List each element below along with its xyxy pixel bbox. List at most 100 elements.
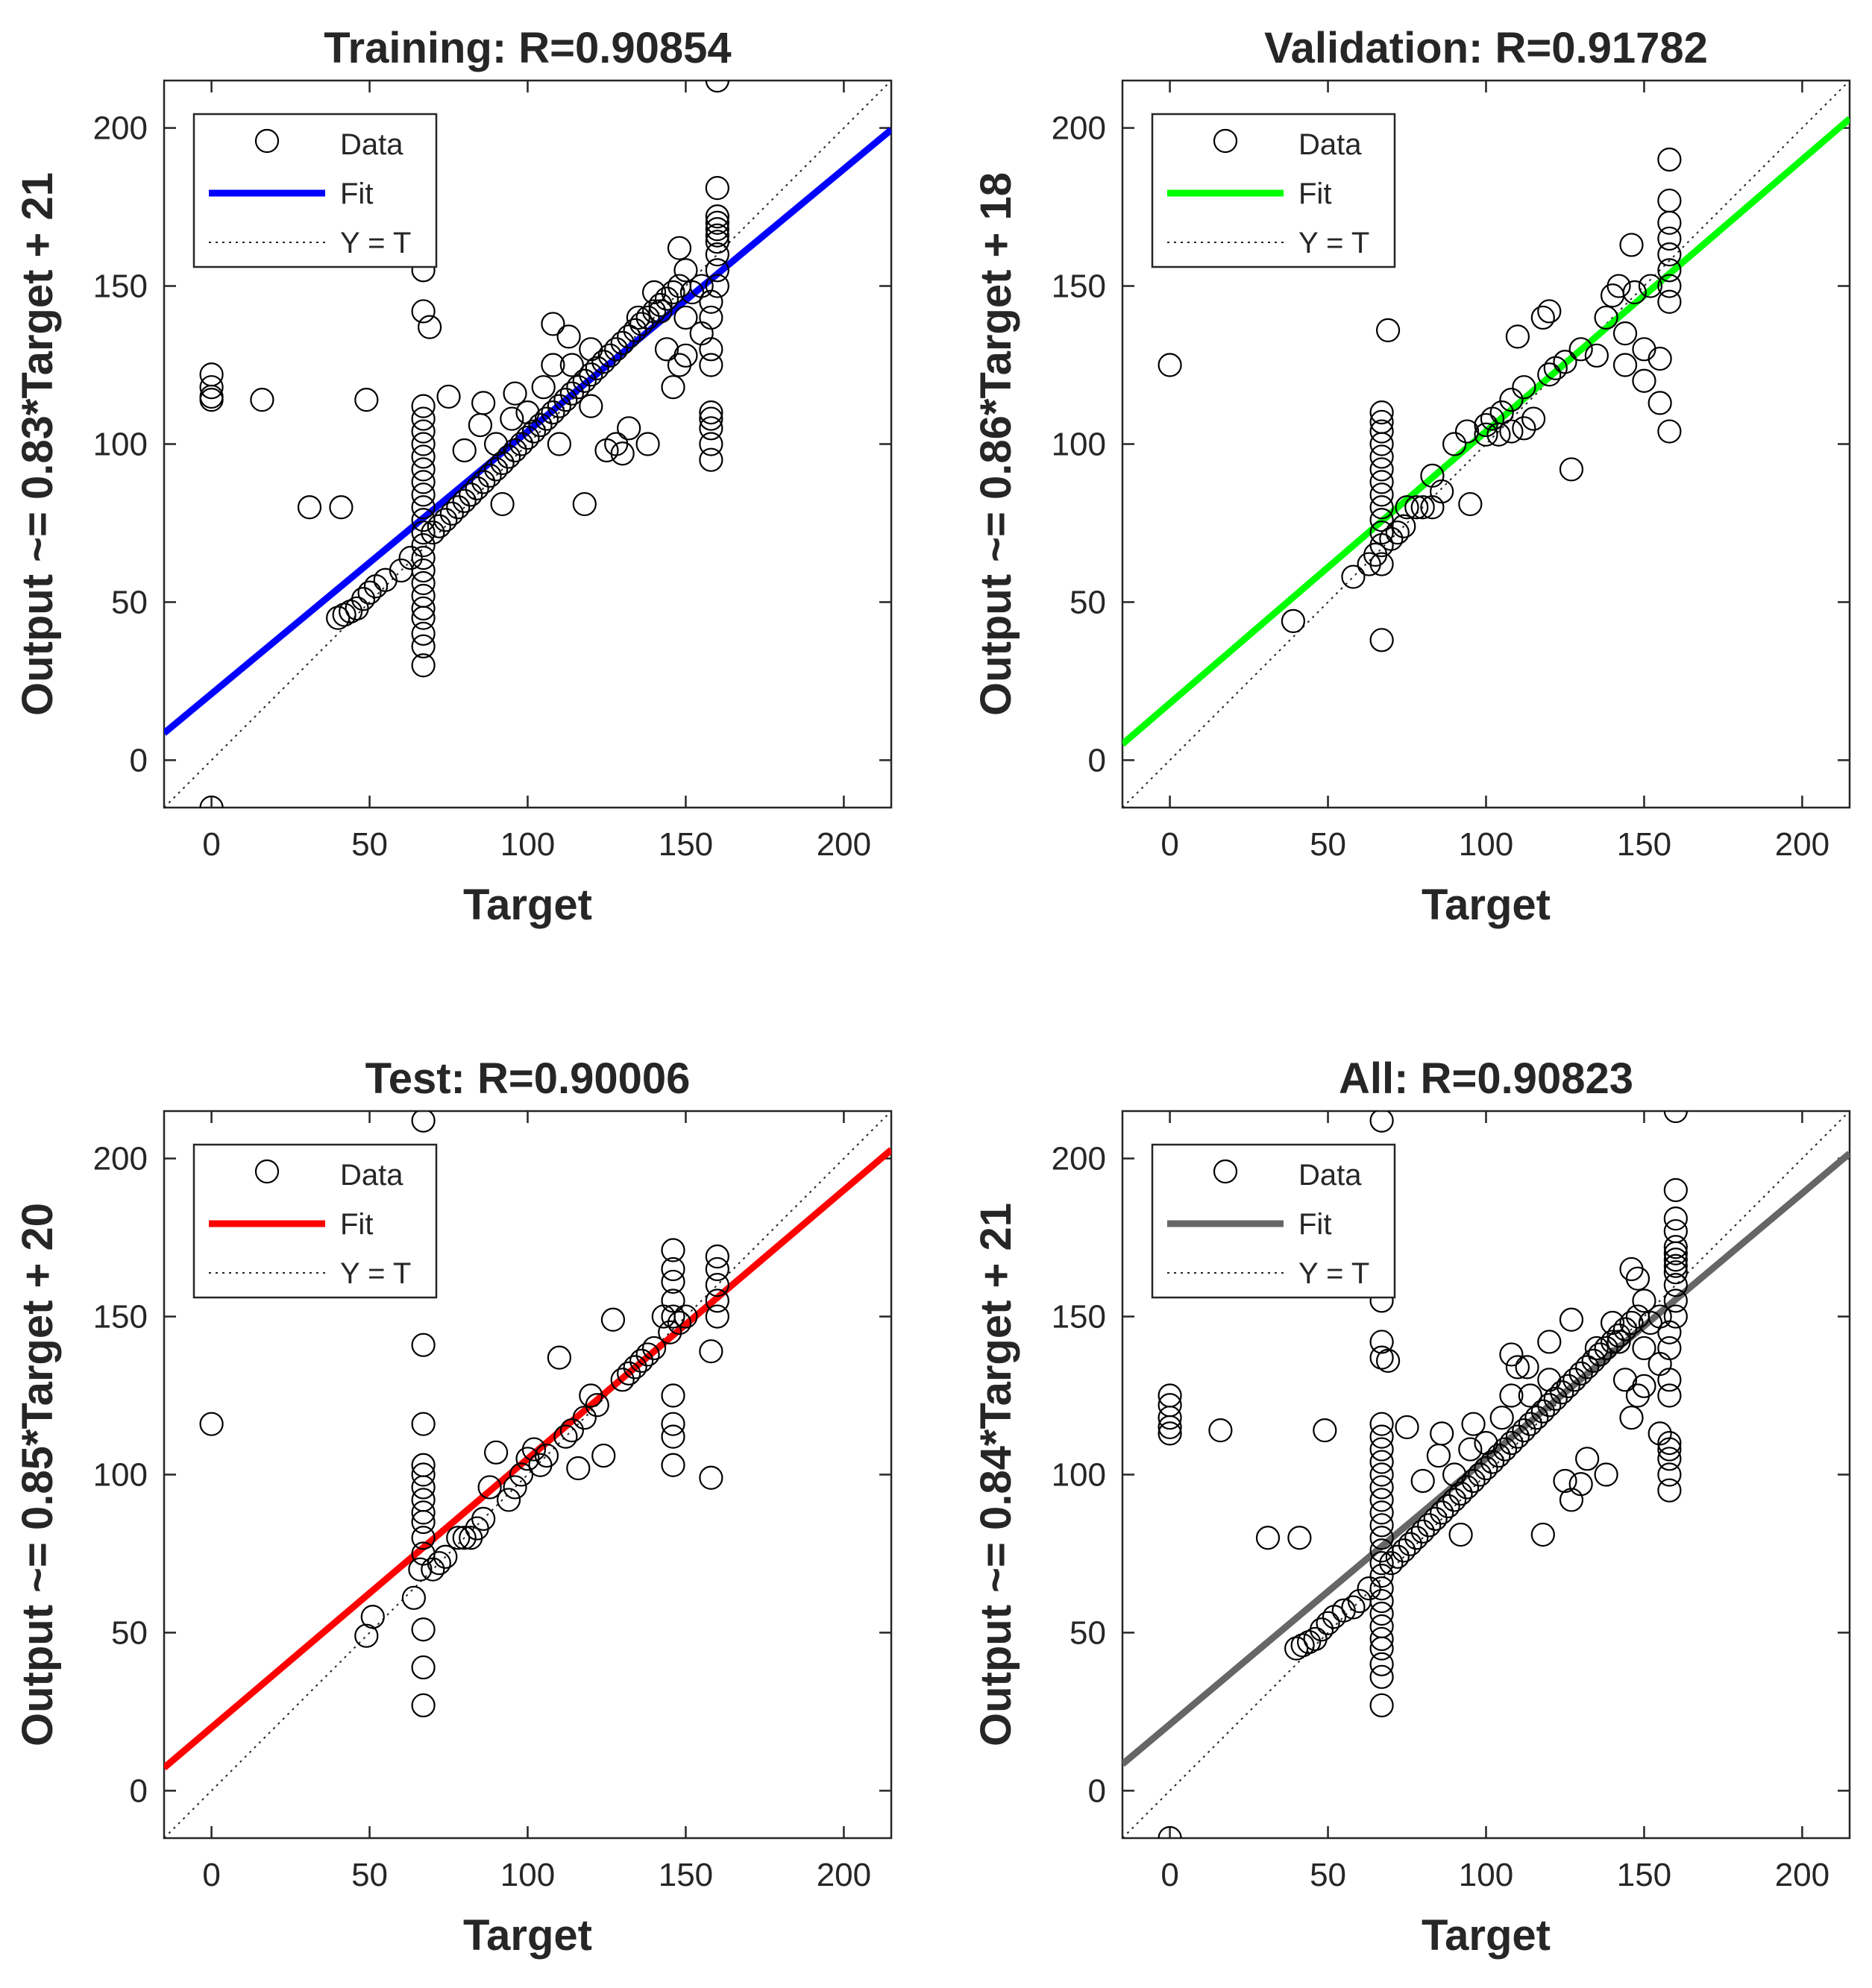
chart-panel-4: 0 50 100 150 200 0 50 100 150 200 Data Fit Y = T All:… xyxy=(972,1054,1851,1960)
y-axis-label: Output ~= 0.83*Target + 21 xyxy=(13,172,62,716)
data-point xyxy=(250,388,274,412)
data-point xyxy=(477,1475,502,1500)
data-point xyxy=(1369,1412,1394,1436)
data-point xyxy=(1454,419,1480,444)
data-point xyxy=(1395,495,1419,520)
data-point xyxy=(531,375,556,400)
data-point xyxy=(452,1526,477,1550)
data-point xyxy=(1410,1519,1435,1544)
y-tick-label: 150 xyxy=(1052,268,1106,305)
legend: Data Fit Y = T xyxy=(192,113,438,268)
data-point xyxy=(1369,1664,1394,1689)
x-tick-label: 50 xyxy=(1310,826,1346,863)
data-point xyxy=(411,1526,436,1550)
data-point xyxy=(297,495,322,520)
x-tick-label: 100 xyxy=(1459,826,1513,863)
legend-label-data: Data xyxy=(1298,128,1362,161)
data-point xyxy=(417,315,442,339)
data-point xyxy=(1430,1500,1454,1525)
data-point xyxy=(1442,432,1467,456)
data-point xyxy=(553,1424,578,1449)
data-point xyxy=(1612,1368,1638,1392)
data-point xyxy=(1410,495,1435,520)
data-point xyxy=(484,457,509,482)
data-point xyxy=(597,343,622,368)
x-tick-label: 100 xyxy=(1459,1857,1513,1893)
data-point xyxy=(1657,274,1682,298)
data-point xyxy=(411,482,436,507)
data-point xyxy=(1430,1421,1454,1446)
data-point xyxy=(705,258,729,283)
data-point xyxy=(1594,305,1618,330)
chart-title: Test: R=0.90006 xyxy=(365,1054,691,1103)
data-point xyxy=(1474,412,1498,438)
data-point xyxy=(351,587,376,611)
data-point xyxy=(667,1310,692,1336)
data-point xyxy=(1404,1526,1429,1550)
data-point xyxy=(1657,1336,1682,1361)
y-tick-label: 0 xyxy=(1088,1772,1106,1809)
y-tick-label: 200 xyxy=(93,110,148,147)
data-point xyxy=(1369,1500,1394,1525)
data-point xyxy=(1369,1488,1394,1512)
data-point xyxy=(1518,1383,1542,1408)
y-tick-label: 200 xyxy=(1052,1141,1106,1177)
data-point xyxy=(641,299,667,324)
data-point xyxy=(1612,1317,1638,1341)
data-point xyxy=(411,546,436,570)
data-point xyxy=(411,570,436,596)
data-point xyxy=(1369,1462,1394,1487)
data-point xyxy=(1369,1693,1394,1718)
data-point xyxy=(1657,1320,1682,1344)
x-tick-label: 200 xyxy=(1775,1857,1829,1893)
y-tick-label: 50 xyxy=(111,1614,148,1651)
data-point xyxy=(1313,1418,1337,1443)
data-point xyxy=(411,1693,436,1718)
data-point xyxy=(1512,375,1536,400)
chart-panel-2: 0 50 100 150 200 0 50 100 150 200 Data Fit Y = T Vali… xyxy=(972,24,1851,929)
data-point xyxy=(661,280,685,305)
data-point xyxy=(641,1336,667,1361)
data-point xyxy=(1448,1522,1473,1547)
data-point xyxy=(673,1304,698,1329)
data-point xyxy=(411,1453,436,1477)
data-point xyxy=(1584,343,1609,368)
data-point xyxy=(1663,1177,1688,1203)
data-point xyxy=(1417,1513,1442,1538)
data-point xyxy=(360,1605,385,1629)
data-point xyxy=(629,312,654,336)
data-point xyxy=(1379,526,1404,551)
data-point xyxy=(617,1361,641,1385)
data-point xyxy=(556,324,581,349)
x-tick-label: 150 xyxy=(1617,826,1671,863)
data-point xyxy=(667,236,692,260)
legend-label-data: Data xyxy=(340,128,403,161)
data-point xyxy=(1461,1468,1486,1494)
legend-data-marker xyxy=(254,128,280,154)
data-point xyxy=(1287,1526,1312,1550)
data-point xyxy=(1369,1424,1394,1449)
data-point xyxy=(1499,1342,1524,1367)
data-point xyxy=(1648,391,1672,415)
data-point xyxy=(1581,1348,1606,1373)
data-point xyxy=(1499,1383,1524,1408)
data-point xyxy=(1369,1652,1394,1676)
legend: Data Fit Y = T xyxy=(1151,1143,1396,1299)
data-point xyxy=(1638,274,1663,298)
y-axis-label: Output ~= 0.86*Target + 18 xyxy=(972,172,1020,716)
data-point xyxy=(199,388,224,412)
plot-area xyxy=(164,1111,891,1838)
data-point xyxy=(534,406,559,431)
data-point xyxy=(629,1348,654,1373)
x-tick-label: 0 xyxy=(202,826,220,863)
fit-line xyxy=(1122,1151,1850,1767)
data-point xyxy=(705,210,729,235)
data-point xyxy=(1369,419,1394,444)
data-point xyxy=(1512,416,1536,441)
data-point xyxy=(610,1368,635,1392)
data-point xyxy=(1632,1289,1656,1313)
data-point xyxy=(1657,226,1682,251)
data-point xyxy=(1290,1633,1315,1658)
data-point xyxy=(496,444,521,469)
data-point xyxy=(1632,1336,1656,1361)
